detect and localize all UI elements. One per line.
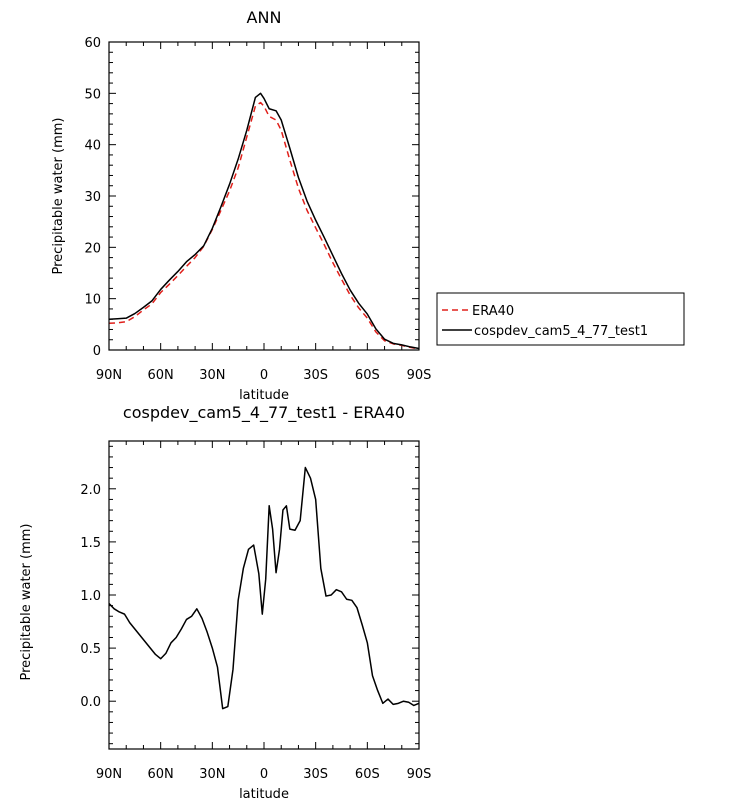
y-tick-label: 30 xyxy=(84,190,101,205)
y-tick-label: 0.0 xyxy=(80,695,101,710)
x-tick-label: 30S xyxy=(303,368,328,383)
x-tick-label: 60S xyxy=(355,368,380,383)
x-tick-label: 90N xyxy=(96,767,122,782)
x-tick-label: 30N xyxy=(199,368,225,383)
x-tick-label: 30S xyxy=(303,767,328,782)
y-tick-label: 40 xyxy=(84,139,101,154)
top-y-axis-label: Precipitable water (mm) xyxy=(51,118,66,275)
y-tick-label: 0.5 xyxy=(80,642,101,657)
y-tick-label: 1.0 xyxy=(80,589,101,604)
series-line-era40 xyxy=(108,101,420,350)
legend-box xyxy=(436,292,685,346)
legend-label-model: cospdev_cam5_4_77_test1 xyxy=(474,324,648,339)
bottom-panel: cospdev_cam5_4_77_test1 - ERA40 Precipit… xyxy=(19,403,431,802)
y-tick-label: 20 xyxy=(84,241,101,256)
x-tick-label: 0 xyxy=(260,767,268,782)
x-tick-label: 60N xyxy=(148,767,174,782)
legend-label-era40: ERA40 xyxy=(472,304,514,319)
x-tick-label: 90N xyxy=(96,368,122,383)
top-panel: ANN Precipitable water (mm) latitude 90N… xyxy=(51,8,431,403)
y-tick-label: 50 xyxy=(84,87,101,102)
bottom-series-lines xyxy=(108,466,420,710)
legend: ERA40 cospdev_cam5_4_77_test1 xyxy=(436,292,685,346)
x-tick-label: 90S xyxy=(407,368,432,383)
y-tick-label: 60 xyxy=(84,36,101,51)
bottom-x-axis-label: latitude xyxy=(239,787,289,802)
bottom-tick-labels: 90N 60N 30N 0 30S 60S 90S 0.0 0.5 1.0 1.5 2.0 xyxy=(80,483,431,782)
x-tick-label: 60S xyxy=(355,767,380,782)
bottom-chart-title: cospdev_cam5_4_77_test1 - ERA40 xyxy=(123,403,405,423)
y-tick-label: 10 xyxy=(84,293,101,308)
bottom-plot-frame xyxy=(108,440,420,750)
top-plot-frame xyxy=(108,41,420,351)
top-series-lines xyxy=(108,92,420,350)
y-tick-label: 1.5 xyxy=(80,536,101,551)
y-tick-label: 0 xyxy=(93,344,101,359)
y-tick-label: 2.0 xyxy=(80,483,101,498)
x-tick-label: 30N xyxy=(199,767,225,782)
x-tick-label: 60N xyxy=(148,368,174,383)
x-tick-label: 0 xyxy=(260,368,268,383)
bottom-y-axis-label: Precipitable water (mm) xyxy=(19,524,34,681)
top-axis-ticks xyxy=(108,41,420,351)
top-chart-title: ANN xyxy=(247,8,282,27)
series-line-0 xyxy=(108,466,420,710)
top-tick-labels: 90N 60N 30N 0 30S 60S 90S 0 10 20 30 40 50 60 xyxy=(84,36,431,383)
x-tick-label: 90S xyxy=(407,767,432,782)
top-x-axis-label: latitude xyxy=(239,388,289,403)
series-line-cospdev-cam5-4-77-test1 xyxy=(108,92,420,350)
